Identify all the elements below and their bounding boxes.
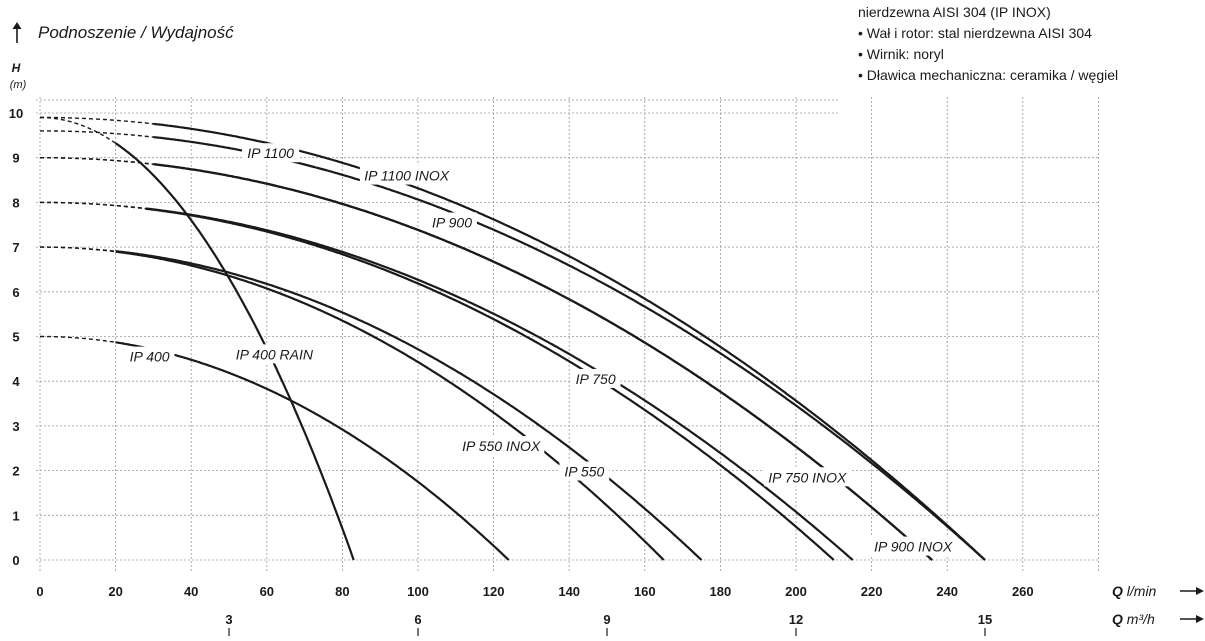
x2-tick-label: 12 — [789, 612, 803, 627]
y-tick-label: 0 — [12, 553, 19, 568]
note-line: nierdzewna AISI 304 (IP INOX) — [858, 4, 1051, 20]
curve-dashed — [40, 246, 116, 253]
y-axis-label: H — [12, 61, 21, 75]
curve-line — [145, 207, 835, 561]
specification-notes: nierdzewna AISI 304 (IP INOX) • Wał i ro… — [858, 2, 1118, 86]
x-tick-label: 80 — [335, 584, 349, 599]
series-label: IP 550 — [564, 463, 604, 479]
series-label: IP 400 — [130, 349, 170, 365]
chart-title: Podnoszenie / Wydajność — [38, 23, 234, 42]
x-tick-label: 180 — [710, 584, 732, 599]
series-label: IP 400 RAIN — [236, 346, 314, 362]
y-tick-label: 2 — [12, 464, 19, 479]
y-tick-label: 3 — [12, 419, 19, 434]
curve-dashed — [40, 335, 116, 343]
curve-line — [115, 250, 665, 561]
series-label-background — [870, 536, 957, 556]
y-tick-label: 1 — [12, 508, 19, 523]
y-tick-label: 5 — [12, 330, 19, 345]
x-tick-label: 200 — [785, 584, 807, 599]
y-tick-label: 4 — [12, 374, 20, 389]
x2-axis-arrowhead-icon — [1196, 615, 1204, 623]
x-tick-label: 220 — [861, 584, 883, 599]
chart-title-group: Podnoszenie / Wydajność — [10, 22, 234, 44]
series-label-background — [124, 346, 175, 366]
series-label-background — [427, 212, 477, 232]
series-label-background — [242, 143, 300, 163]
series-label: IP 750 INOX — [768, 469, 847, 485]
x2-tick-label: 6 — [414, 612, 421, 627]
x2-tick-label: 3 — [225, 612, 232, 627]
series-label-background — [359, 165, 454, 185]
y-axis-unit: (m) — [10, 79, 27, 91]
curve-line — [145, 207, 854, 561]
curve-line — [114, 142, 355, 561]
series-label: IP 900 INOX — [874, 539, 953, 555]
series-label-background — [231, 344, 318, 364]
series-label: IP 900 — [432, 215, 472, 231]
y-tick-label: 8 — [12, 195, 19, 210]
x-tick-label: 40 — [184, 584, 198, 599]
series-labels: IP 400 IP 400 RAIN IP 550 IP 550 INOX IP 750… — [124, 143, 957, 556]
series-label: IP 550 INOX — [462, 438, 541, 454]
note-line: • Wirnik: noryl — [858, 46, 944, 62]
series-label-background — [458, 436, 545, 456]
curve-line — [115, 250, 703, 561]
x2-tick-label: 9 — [603, 612, 610, 627]
curve-dashed — [40, 116, 154, 125]
x-tick-label: 20 — [108, 584, 122, 599]
y-tick-label: 9 — [12, 151, 19, 166]
x-tick-label: 140 — [558, 584, 580, 599]
x-tick-label: 120 — [483, 584, 505, 599]
curve-dashed — [40, 156, 154, 165]
series-label: IP 750 — [576, 371, 616, 387]
x2-tick-label: 15 — [978, 612, 992, 627]
x2-axis-label: Q m³/h — [1112, 611, 1155, 627]
y-tick-label: 10 — [9, 106, 23, 121]
x-tick-label: 60 — [260, 584, 274, 599]
series-label-background — [559, 461, 610, 481]
grid — [36, 97, 1099, 572]
up-arrow-icon — [12, 22, 22, 43]
curve-line — [153, 163, 933, 561]
note-line: • Wał i rotor: stal nierdzewna AISI 304 — [858, 25, 1092, 41]
y-tick-label: 6 — [12, 285, 19, 300]
curve-dashed — [40, 130, 154, 138]
x-tick-label: 160 — [634, 584, 656, 599]
x-axis-arrowhead-icon — [1196, 587, 1204, 595]
x-tick-label: 100 — [407, 584, 429, 599]
x-tick-label: 240 — [936, 584, 958, 599]
y-tick-label: 7 — [12, 240, 19, 255]
curve-dashed — [40, 116, 116, 144]
series-label: IP 1100 — [247, 145, 294, 161]
series-label-background — [570, 368, 621, 388]
note-line: • Dławica mechaniczna: ceramika / węgiel — [858, 67, 1119, 83]
x-tick-label: 0 — [36, 584, 43, 599]
curve-line — [115, 341, 510, 561]
x-axis-label: Q l/min — [1112, 583, 1157, 599]
curve-dashed — [40, 201, 146, 210]
series-label: IP 1100 INOX — [364, 168, 449, 184]
pump-curves — [40, 116, 986, 561]
x-tick-label: 260 — [1012, 584, 1034, 599]
series-label-background — [764, 467, 851, 487]
